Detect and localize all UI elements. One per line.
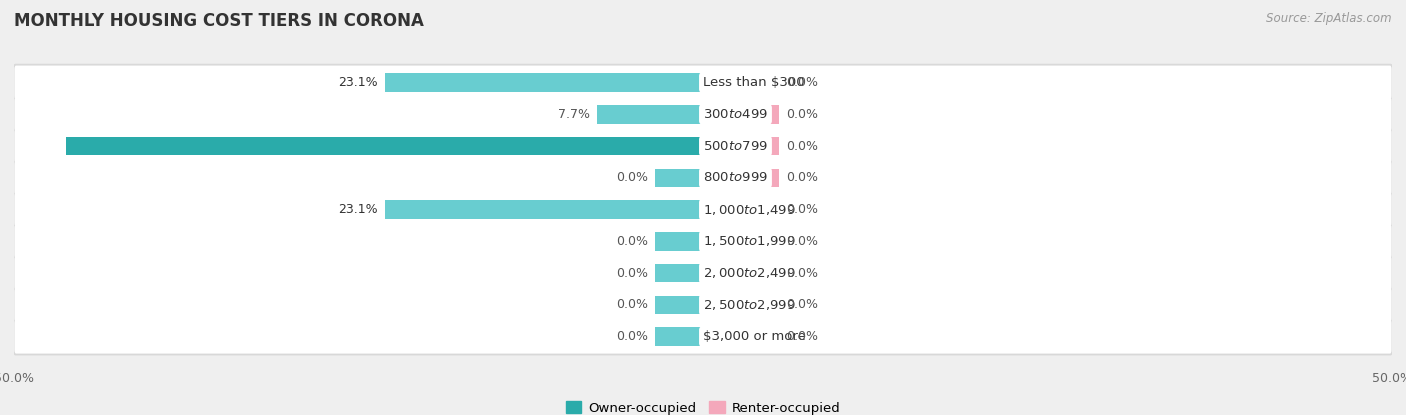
Bar bbox=[703, 137, 779, 155]
Text: 0.0%: 0.0% bbox=[616, 171, 648, 184]
FancyBboxPatch shape bbox=[14, 256, 1392, 290]
FancyBboxPatch shape bbox=[14, 320, 1392, 354]
FancyBboxPatch shape bbox=[14, 193, 1392, 227]
FancyBboxPatch shape bbox=[14, 159, 1392, 196]
FancyBboxPatch shape bbox=[14, 318, 1392, 355]
Text: 46.2%: 46.2% bbox=[20, 139, 59, 153]
FancyBboxPatch shape bbox=[14, 223, 1392, 260]
Text: 0.0%: 0.0% bbox=[786, 108, 818, 121]
Text: $3,000 or more: $3,000 or more bbox=[703, 330, 806, 343]
Bar bbox=[703, 264, 779, 282]
Text: 0.0%: 0.0% bbox=[786, 139, 818, 153]
Bar bbox=[655, 168, 703, 187]
Bar bbox=[385, 73, 703, 92]
FancyBboxPatch shape bbox=[14, 97, 1392, 131]
Bar bbox=[703, 168, 779, 187]
Bar bbox=[703, 73, 779, 92]
Text: MONTHLY HOUSING COST TIERS IN CORONA: MONTHLY HOUSING COST TIERS IN CORONA bbox=[14, 12, 425, 30]
Text: 0.0%: 0.0% bbox=[786, 330, 818, 343]
Bar bbox=[385, 200, 703, 219]
Legend: Owner-occupied, Renter-occupied: Owner-occupied, Renter-occupied bbox=[565, 401, 841, 415]
Text: 23.1%: 23.1% bbox=[339, 203, 378, 216]
FancyBboxPatch shape bbox=[14, 66, 1392, 100]
Text: 0.0%: 0.0% bbox=[616, 298, 648, 311]
Text: 0.0%: 0.0% bbox=[616, 330, 648, 343]
Bar bbox=[655, 232, 703, 251]
Text: $1,000 to $1,499: $1,000 to $1,499 bbox=[703, 203, 796, 217]
Bar bbox=[703, 327, 779, 346]
Text: 7.7%: 7.7% bbox=[558, 108, 591, 121]
Text: 0.0%: 0.0% bbox=[786, 76, 818, 89]
Text: 0.0%: 0.0% bbox=[786, 171, 818, 184]
Text: 0.0%: 0.0% bbox=[786, 203, 818, 216]
Text: $2,500 to $2,999: $2,500 to $2,999 bbox=[703, 298, 796, 312]
FancyBboxPatch shape bbox=[14, 225, 1392, 258]
Bar bbox=[703, 232, 779, 251]
FancyBboxPatch shape bbox=[14, 161, 1392, 195]
FancyBboxPatch shape bbox=[14, 128, 1392, 164]
Bar bbox=[66, 137, 703, 155]
Text: $500 to $799: $500 to $799 bbox=[703, 139, 768, 153]
Text: 0.0%: 0.0% bbox=[616, 235, 648, 248]
Text: 0.0%: 0.0% bbox=[786, 298, 818, 311]
Text: 0.0%: 0.0% bbox=[786, 266, 818, 280]
Bar bbox=[655, 264, 703, 282]
Text: $300 to $499: $300 to $499 bbox=[703, 108, 768, 121]
Text: Less than $300: Less than $300 bbox=[703, 76, 804, 89]
Text: Source: ZipAtlas.com: Source: ZipAtlas.com bbox=[1267, 12, 1392, 25]
FancyBboxPatch shape bbox=[14, 286, 1392, 323]
Text: $2,000 to $2,499: $2,000 to $2,499 bbox=[703, 266, 796, 280]
FancyBboxPatch shape bbox=[14, 288, 1392, 322]
FancyBboxPatch shape bbox=[14, 129, 1392, 163]
Bar bbox=[655, 295, 703, 314]
FancyBboxPatch shape bbox=[14, 96, 1392, 133]
FancyBboxPatch shape bbox=[14, 255, 1392, 291]
Bar bbox=[655, 327, 703, 346]
Bar bbox=[703, 105, 779, 124]
Text: $800 to $999: $800 to $999 bbox=[703, 171, 768, 184]
Bar bbox=[598, 105, 703, 124]
Bar bbox=[703, 200, 779, 219]
FancyBboxPatch shape bbox=[14, 64, 1392, 101]
FancyBboxPatch shape bbox=[14, 191, 1392, 228]
Bar bbox=[703, 295, 779, 314]
Text: $1,500 to $1,999: $1,500 to $1,999 bbox=[703, 234, 796, 248]
Text: 0.0%: 0.0% bbox=[616, 266, 648, 280]
Text: 23.1%: 23.1% bbox=[339, 76, 378, 89]
Text: 0.0%: 0.0% bbox=[786, 235, 818, 248]
